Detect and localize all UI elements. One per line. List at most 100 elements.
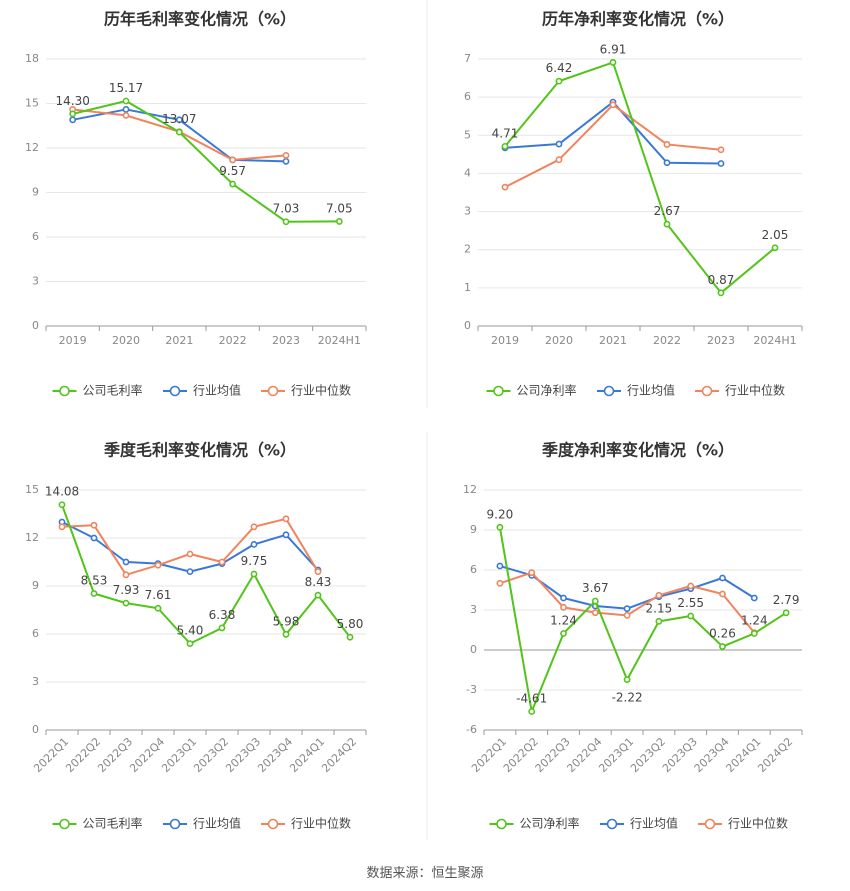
data-label: 8.53 <box>81 574 108 588</box>
data-point-company <box>122 599 130 607</box>
chart-title: 历年毛利率变化情况（%） <box>104 10 296 29</box>
y-tick-label: 12 <box>463 483 477 496</box>
data-label: 5.80 <box>337 617 364 631</box>
data-point-average <box>282 531 290 539</box>
x-tick-label: 2020 <box>112 334 140 347</box>
data-label: 1.24 <box>741 613 768 627</box>
x-tick-label: 2022 <box>219 334 247 347</box>
y-tick-label: 9 <box>470 523 477 536</box>
x-tick-label: 2019 <box>59 334 87 347</box>
data-label: 6.38 <box>209 608 236 622</box>
chart-panel-2: 历年净利率变化情况（%） 0 1 2 3 4 5 6 7 2019 2020 2021 2022 2023… <box>464 10 803 398</box>
legend-label: 行业中位数 <box>291 383 351 398</box>
data-label: 0.26 <box>709 627 736 641</box>
data-point-median <box>663 141 671 148</box>
data-label: 14.30 <box>55 94 89 108</box>
legend: 公司毛利率 行业均值 行业中位数 <box>52 816 351 831</box>
data-label: 6.42 <box>546 61 573 75</box>
legend: 公司净利率 行业均值 行业中位数 <box>486 383 785 398</box>
legend-label: 行业中位数 <box>291 816 351 831</box>
legend-item: 行业中位数 <box>695 383 785 398</box>
series-line-average <box>61 521 319 573</box>
data-point-median <box>229 156 237 164</box>
y-tick-label: 3 <box>470 603 477 616</box>
legend-label: 行业均值 <box>193 816 241 831</box>
data-label: 0.87 <box>708 273 735 287</box>
data-point-average <box>750 594 758 602</box>
y-tick-label: 9 <box>32 186 39 199</box>
legend-label: 公司净利率 <box>520 816 580 831</box>
y-tick-label: 1 <box>464 281 471 294</box>
data-point-median <box>609 101 617 109</box>
chart-panel-4: 季度净利率变化情况（%）-6-30369122022Q12022Q22022Q3… <box>463 441 803 831</box>
data-label: 7.03 <box>273 202 300 216</box>
data-point-median <box>122 111 130 119</box>
x-tick-label: 2020 <box>545 334 573 347</box>
legend-swatch-marker <box>704 818 716 830</box>
data-point-company <box>122 97 130 105</box>
data-label: 7.61 <box>145 588 172 602</box>
data-point-average <box>623 605 631 613</box>
data-point-median <box>282 152 290 159</box>
legend-swatch-marker <box>603 385 615 397</box>
y-tick-label: 3 <box>32 275 39 288</box>
data-point-average <box>69 116 77 124</box>
data-point-median <box>717 146 725 154</box>
data-point-company <box>69 110 77 118</box>
y-tick-label: 0 <box>32 723 39 736</box>
legend-label: 行业中位数 <box>725 383 785 398</box>
data-label: 2.67 <box>654 204 681 218</box>
y-tick-label: 0 <box>32 319 39 332</box>
data-source-name: 恒生聚源 <box>431 866 484 881</box>
data-point-median <box>591 609 599 617</box>
series-line-company <box>504 61 776 294</box>
x-tick-label: 2023 <box>272 334 300 347</box>
data-point-company <box>282 630 290 638</box>
legend-item: 公司毛利率 <box>52 816 143 831</box>
series-line-company <box>61 504 351 645</box>
data-point-company <box>528 708 536 715</box>
chart-title: 季度净利率变化情况（%） <box>541 441 734 460</box>
data-point-company <box>560 630 567 637</box>
legend-swatch-marker <box>59 385 70 397</box>
y-tick-label: 6 <box>464 90 471 103</box>
data-label: 15.17 <box>109 81 143 95</box>
y-tick-label: 9 <box>32 579 39 592</box>
data-point-median <box>250 523 258 531</box>
data-label: 9.57 <box>219 164 246 178</box>
y-tick-label: 0 <box>464 319 471 332</box>
x-tick-label: 2024Q2 <box>319 735 359 775</box>
data-label: 9.75 <box>241 554 268 568</box>
x-tick-label: 2021 <box>165 334 193 347</box>
data-point-company <box>623 676 631 683</box>
series-line-median <box>499 571 756 634</box>
data-point-company <box>663 220 671 228</box>
data-point-company <box>496 523 504 531</box>
data-point-average <box>122 558 130 566</box>
data-point-median <box>496 579 504 587</box>
data-label: -2.22 <box>612 691 643 705</box>
legend: 公司毛利率 行业均值 行业中位数 <box>52 383 351 398</box>
data-point-company <box>750 630 758 637</box>
data-label: 8.43 <box>305 575 332 589</box>
y-tick-label: 3 <box>464 205 471 218</box>
legend-swatch-marker <box>606 818 618 830</box>
data-label: 7.93 <box>113 583 140 597</box>
data-point-average <box>250 541 258 548</box>
x-tick-label: 2024H1 <box>318 334 361 347</box>
data-point-median <box>719 590 726 598</box>
data-point-median <box>58 523 66 531</box>
chart-title: 季度毛利率变化情况（%） <box>103 441 296 460</box>
data-point-company <box>229 180 237 188</box>
data-point-median <box>687 582 695 590</box>
legend-swatch-marker <box>169 818 181 830</box>
legend-item: 行业均值 <box>163 816 241 831</box>
series-line-average <box>499 565 755 610</box>
chart-panel-3: 季度毛利率变化情况（%）036912152022Q12022Q22022Q320… <box>25 441 367 831</box>
data-point-average <box>555 140 563 148</box>
data-label: 7.05 <box>326 201 353 215</box>
series-line-company <box>72 99 340 223</box>
data-point-median <box>560 603 567 611</box>
legend-swatch-marker <box>169 385 181 397</box>
